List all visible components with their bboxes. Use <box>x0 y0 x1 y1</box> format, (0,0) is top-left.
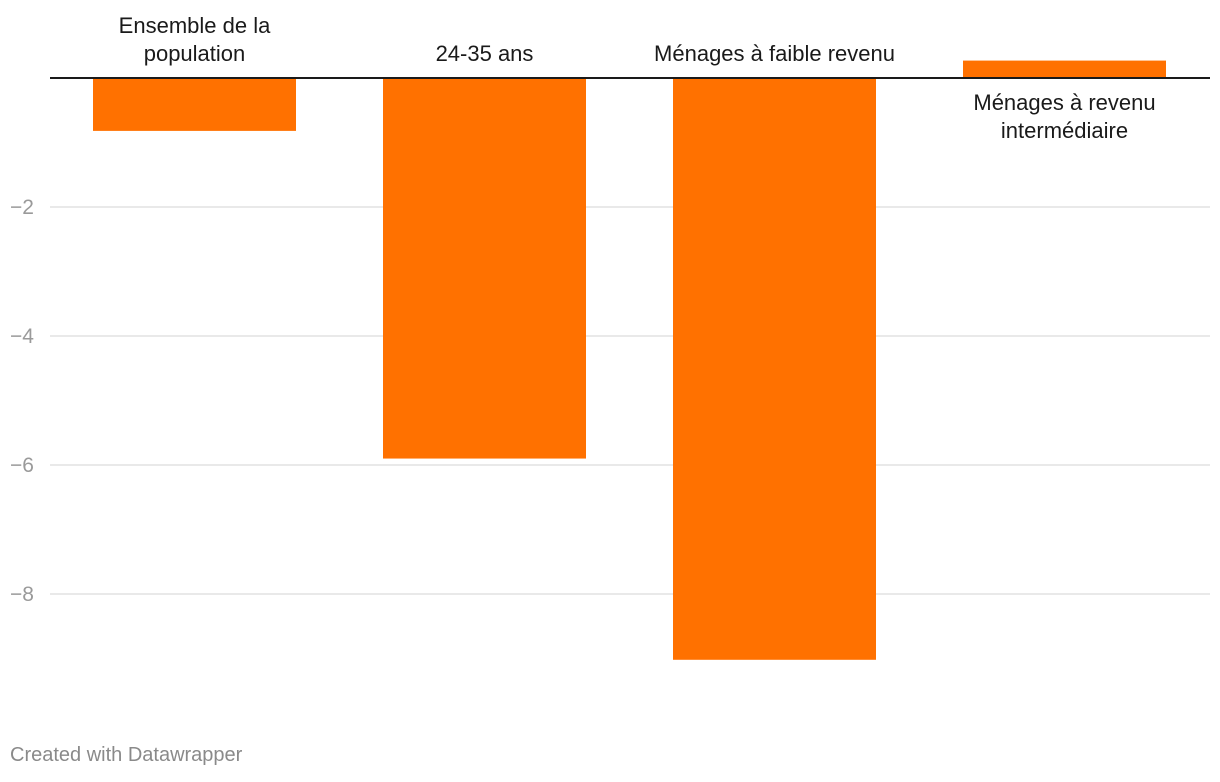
category-label: Ménages à faible revenu <box>654 41 895 66</box>
category-label-line: Ensemble de la <box>119 13 271 38</box>
y-tick-label: −8 <box>10 583 34 606</box>
category-label: 24-35 ans <box>436 41 534 66</box>
y-tick-label: −4 <box>10 325 34 348</box>
bar[interactable] <box>383 78 586 459</box>
datawrapper-credit[interactable]: Created with Datawrapper <box>10 744 243 766</box>
category-label: Ménages à revenu intermédiaire <box>973 90 1155 143</box>
bar[interactable] <box>963 60 1166 78</box>
y-tick-label: −2 <box>10 196 34 219</box>
category-label: Ensemble de la population <box>119 13 271 66</box>
category-label-line: Ménages à revenu <box>973 90 1155 115</box>
bars <box>93 60 1166 660</box>
category-label-line: population <box>144 41 246 66</box>
bar-chart: −2 −4 −6 −8 Ensemble de la population 24-35 a… <box>10 13 1210 660</box>
bar[interactable] <box>93 78 296 131</box>
grid-lines: −2 −4 −6 −8 <box>10 196 1210 606</box>
bar[interactable] <box>673 78 876 660</box>
category-label-line: 24-35 ans <box>436 41 534 66</box>
y-tick-label: −6 <box>10 454 34 477</box>
category-label-line: Ménages à faible revenu <box>654 41 895 66</box>
category-labels: Ensemble de la population 24-35 ans Ménages… <box>119 13 1156 143</box>
category-label-line: intermédiaire <box>1001 118 1128 143</box>
